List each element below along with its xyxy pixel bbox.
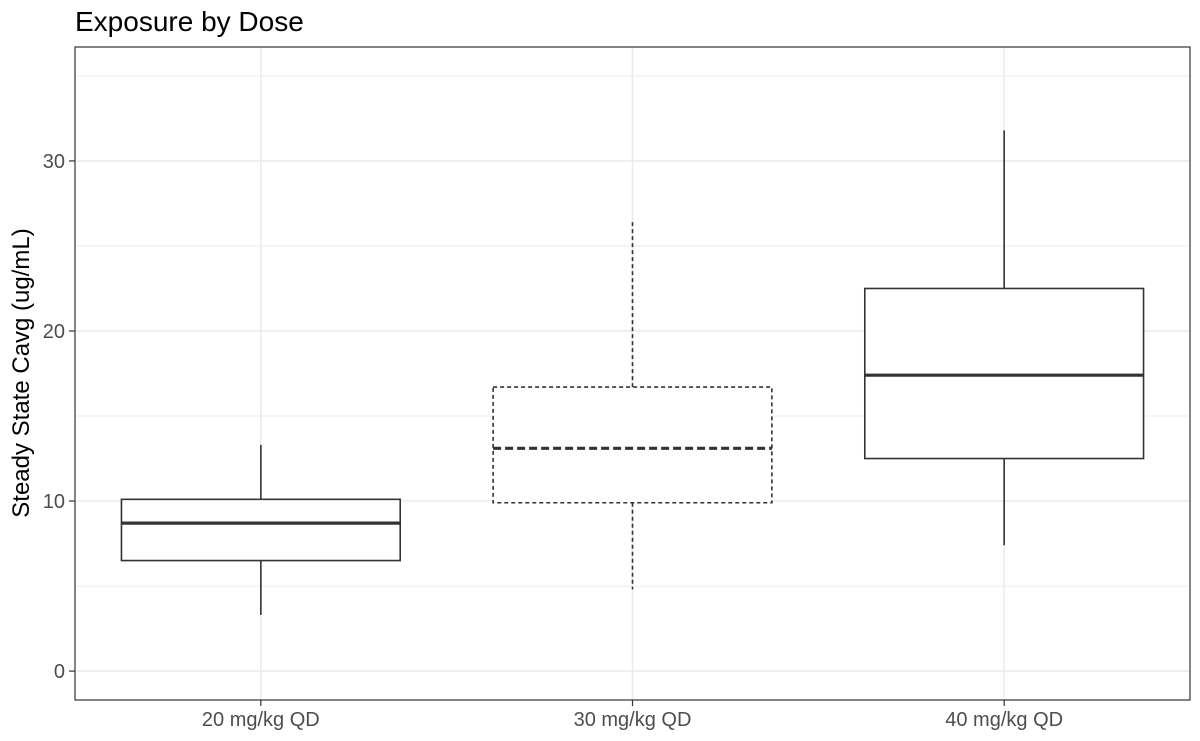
box-plots	[120, 130, 1145, 615]
x-tick-label: 20 mg/kg QD	[202, 709, 320, 731]
box-iqr	[492, 386, 773, 504]
box-iqr	[863, 287, 1145, 460]
box-group	[492, 220, 773, 590]
box-group	[120, 444, 402, 615]
chart-title: Exposure by Dose	[75, 6, 304, 37]
axis-ticks: 0 10 20 30 20 mg/kg QD 30 mg/kg QD 40 mg/kg QD	[43, 151, 1063, 731]
y-tick-label: 30	[43, 151, 65, 173]
box-group	[863, 130, 1145, 546]
box-iqr	[120, 498, 402, 562]
y-tick-label: 10	[43, 491, 65, 513]
y-axis-label: Steady State Cavg (ug/mL)	[8, 228, 35, 517]
y-tick-label: 20	[43, 321, 65, 343]
y-tick-label: 0	[54, 661, 65, 683]
x-tick-label: 30 mg/kg QD	[574, 709, 692, 731]
x-tick-label: 40 mg/kg QD	[945, 709, 1063, 731]
